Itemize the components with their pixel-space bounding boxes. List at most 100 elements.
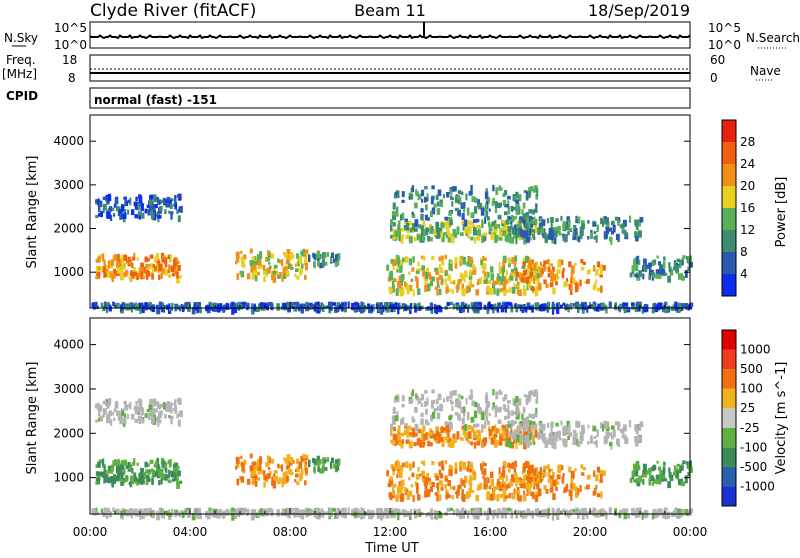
velocity-cell	[283, 457, 286, 461]
velocity-cell	[272, 476, 277, 480]
power-cell	[543, 279, 547, 285]
power-cell	[635, 224, 639, 230]
power-cell	[408, 196, 411, 200]
velocity-cell	[168, 404, 173, 412]
power-cell	[411, 267, 415, 272]
velocity-cell	[599, 474, 603, 481]
velocity-cell	[152, 398, 157, 407]
power-cell	[123, 263, 126, 269]
velocity-cell	[549, 487, 554, 493]
power-cell	[156, 306, 160, 315]
velocity-cell	[99, 404, 103, 412]
power-cell	[673, 259, 677, 268]
velocity-cell	[408, 400, 411, 405]
power-cell	[560, 304, 563, 308]
power-cell	[408, 285, 413, 292]
velocity-cell	[285, 465, 289, 470]
power-cell	[213, 303, 218, 307]
velocity-cell	[482, 475, 485, 480]
velocity-cell	[148, 404, 153, 410]
power-cell	[460, 191, 464, 196]
power-cell	[305, 301, 308, 305]
velocity-cell	[488, 426, 491, 432]
power-cell	[461, 288, 466, 297]
velocity-cell	[586, 484, 590, 490]
power-cell	[444, 216, 449, 221]
velocity-cell	[160, 477, 163, 485]
power-cell	[485, 277, 488, 282]
velocity-cell	[581, 512, 585, 520]
velocity-cell	[405, 488, 409, 496]
power-cell	[326, 252, 330, 257]
power-cell	[682, 303, 687, 309]
power-cell	[392, 278, 397, 282]
velocity-cell	[316, 511, 321, 520]
velocity-cell	[550, 435, 554, 443]
velocity-cell	[565, 429, 569, 435]
velocity-cell	[538, 427, 543, 436]
power-cell	[417, 193, 422, 200]
velocity-cell	[687, 510, 690, 517]
velocity-cell	[652, 508, 657, 515]
power-cell	[284, 252, 288, 259]
power-cell	[643, 263, 646, 270]
velocity-cell	[489, 494, 492, 501]
velocity-cell	[268, 471, 272, 475]
velocity-cell	[496, 494, 500, 502]
power-cell	[515, 191, 519, 199]
velocity-cell	[483, 441, 487, 446]
power-cell	[651, 276, 654, 281]
power-cell	[285, 302, 290, 308]
velocity-cell	[681, 481, 686, 487]
power-cell	[480, 207, 485, 216]
velocity-cell	[458, 510, 462, 515]
power-cell	[304, 267, 308, 271]
power-cell	[681, 275, 686, 281]
power-cell	[468, 191, 473, 196]
power-cell	[401, 212, 405, 221]
velocity-cell	[605, 431, 610, 439]
power-cell	[552, 227, 556, 233]
power-cell	[392, 212, 396, 221]
power-cell	[424, 284, 428, 292]
power-cell	[461, 305, 465, 313]
power-cell	[672, 266, 677, 271]
power-cell	[176, 260, 180, 265]
velocity-cell	[469, 474, 472, 482]
velocity-cell	[110, 464, 115, 472]
freq-right-tick-bottom: 0	[710, 71, 718, 85]
velocity-cell	[129, 508, 132, 513]
velocity-cell	[127, 413, 130, 420]
velocity-cell	[490, 478, 494, 486]
velocity-cell	[260, 469, 263, 475]
velocity-cell	[570, 470, 575, 479]
velocity-cell	[158, 479, 161, 486]
velocity-cell	[501, 424, 505, 429]
power-cell	[461, 274, 466, 281]
velocity-cell	[547, 478, 551, 483]
power-cell	[538, 223, 543, 231]
velocity-cell	[592, 426, 597, 432]
velocity-cell	[561, 475, 565, 484]
velocity-cell	[648, 467, 653, 473]
cpid-value: normal (fast) -151	[94, 93, 217, 107]
velocity-cell	[445, 424, 450, 433]
velocity-cell	[557, 465, 562, 473]
power-cell	[547, 266, 551, 273]
velocity-cell	[442, 398, 445, 403]
velocity-cell	[134, 418, 139, 423]
power-cell	[537, 227, 541, 235]
power-cell	[146, 258, 150, 262]
power-cell	[117, 253, 120, 262]
power-cell	[443, 222, 447, 227]
power-cell	[112, 255, 115, 263]
power-cell	[511, 236, 515, 244]
power-cell	[107, 208, 110, 213]
velocity-cell	[534, 429, 538, 438]
power-cell	[95, 265, 100, 270]
velocity-cell	[528, 425, 532, 433]
velocity-cell	[272, 481, 277, 489]
power-cell	[466, 261, 470, 267]
velocity-cell	[97, 402, 100, 408]
power-cell	[484, 204, 488, 212]
